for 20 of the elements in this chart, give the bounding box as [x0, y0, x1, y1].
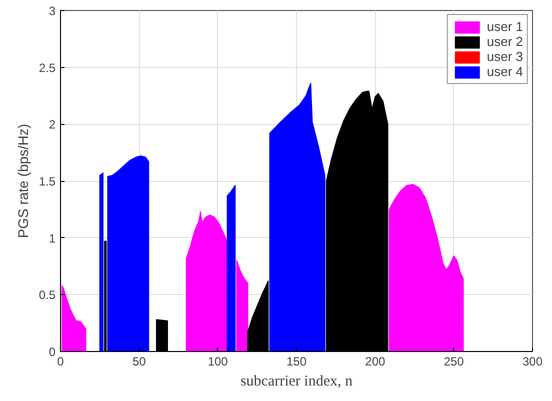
x-tick-label: 100 [208, 354, 228, 368]
x-tick-label: 200 [365, 354, 386, 368]
y-tick-label: 0 [48, 345, 56, 359]
y-tick-label: 0.5 [38, 288, 56, 302]
legend-label: user 3 [486, 49, 523, 64]
y-tick-label: 1 [48, 231, 56, 246]
legend-label: user 2 [486, 34, 523, 49]
x-tick-label: 0 [57, 354, 64, 368]
x-axis-title: subcarrier index, n [240, 374, 354, 390]
x-tick-label: 250 [444, 354, 464, 368]
y-tick-label: 1.5 [38, 174, 56, 188]
y-axis-title: PGS rate (bps/Hz) [14, 124, 31, 238]
x-tick-label: 50 [132, 354, 146, 368]
y-tick-label: 3 [48, 4, 56, 18]
x-tick-label: 150 [286, 354, 307, 368]
legend-label: user 4 [486, 64, 523, 79]
y-tick-label: 2 [48, 118, 56, 132]
x-tick-label: 300 [522, 354, 543, 368]
legend-label: user 1 [486, 19, 523, 34]
y-tick-label: 2.5 [38, 60, 56, 75]
